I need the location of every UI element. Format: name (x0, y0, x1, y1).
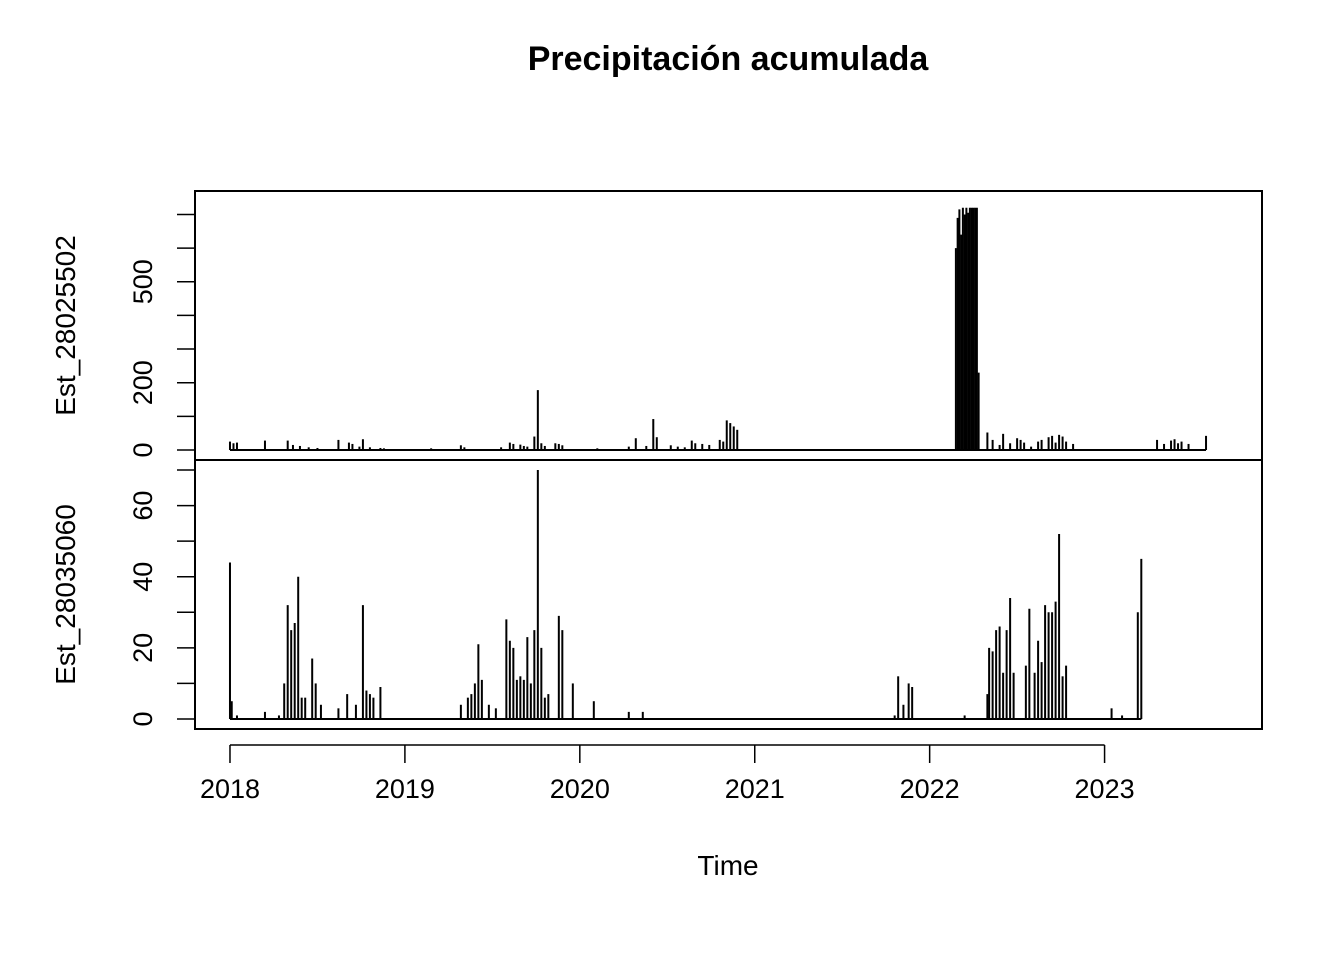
x-tick-label: 2020 (550, 774, 610, 804)
x-tick-label: 2022 (900, 774, 960, 804)
x-tick-label: 2023 (1075, 774, 1135, 804)
chart-title: Precipitación acumulada (528, 40, 930, 78)
panel-frame (194, 190, 1263, 461)
panels-layer: 0 200 500 Est_28025502 0 20 40 60 Est_28035060 (50, 190, 1263, 730)
y-tick-label: 500 (128, 259, 158, 304)
y-tick-label: 60 (128, 491, 158, 521)
y-axis-label: Est_28035060 (50, 504, 81, 685)
panel-1: 0 200 500 Est_28025502 (50, 190, 1263, 461)
panel-2: 0 20 40 60 Est_28035060 (50, 459, 1263, 730)
y-tick-label: 40 (128, 562, 158, 592)
y-axis-label: Est_28025502 (50, 235, 81, 416)
y-tick-label: 200 (128, 360, 158, 405)
y-tick-label: 0 (128, 711, 158, 726)
panel-frame (194, 459, 1263, 730)
x-tick-label: 2021 (725, 774, 785, 804)
x-tick-label: 2019 (375, 774, 435, 804)
y-tick-label: 0 (128, 442, 158, 457)
y-tick-label: 20 (128, 633, 158, 663)
x-axis: 2018 2019 2020 2021 2022 2023 (200, 744, 1135, 804)
x-tick-label: 2018 (200, 774, 260, 804)
x-axis-label: Time (697, 850, 758, 881)
